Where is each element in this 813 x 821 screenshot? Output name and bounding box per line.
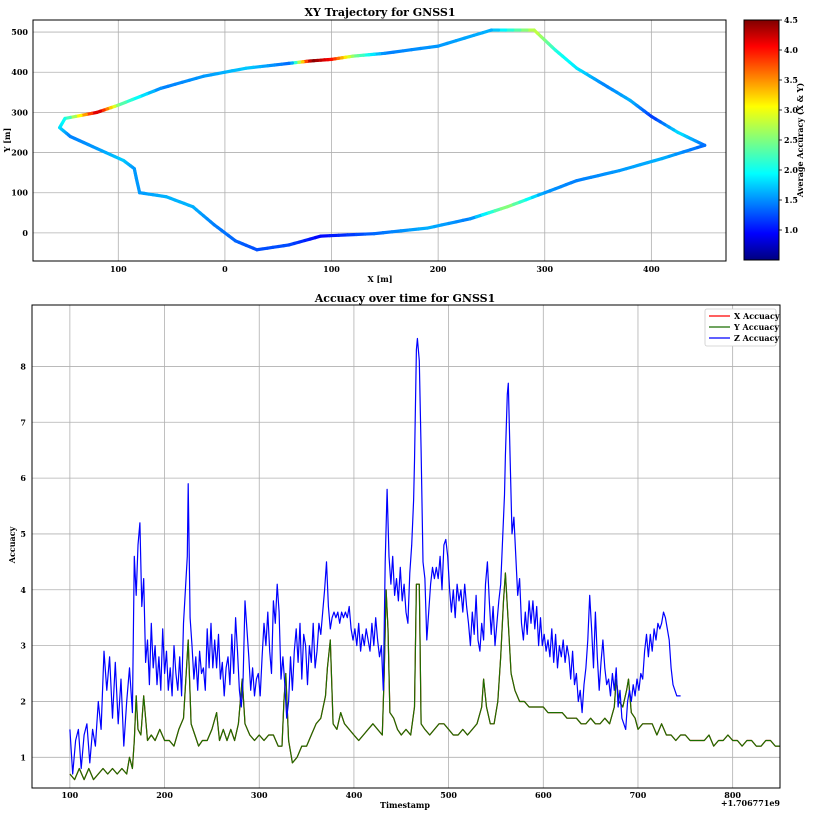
trajectory-x-label: X [m] xyxy=(367,274,392,284)
colorbar-label: Average Accuracy (X & Y) xyxy=(795,83,805,198)
trajectory-y-tick-label: 300 xyxy=(11,107,28,117)
accuracy-y-tick-label: 5 xyxy=(20,529,26,539)
trajectory-title: XY Trajectory for GNSS1 xyxy=(304,6,455,19)
trajectory-plot-frame xyxy=(32,19,727,262)
colorbar-tick-label: 1.5 xyxy=(784,195,798,205)
accuracy-y-tick-label: 7 xyxy=(20,417,26,427)
accuracy-x-tick-label: 100 xyxy=(62,790,79,800)
colorbar: 1.0 1.5 2.0 2.5 3.0 3.5 4.0 4.5 Average Accurac… xyxy=(743,15,805,261)
trajectory-x-tick-label: 400 xyxy=(643,264,660,274)
accuracy-chart: Accuacy over time for GNSS1 100 200 300 400… xyxy=(7,292,781,810)
trajectory-x-tick-label: 100 xyxy=(323,264,340,274)
trajectory-y-tick-label: 100 xyxy=(11,188,28,198)
accuracy-x-tick-label: 400 xyxy=(346,790,363,800)
accuracy-y-tick-label: 2 xyxy=(20,696,26,706)
series-line-z-accuacy xyxy=(69,337,681,775)
trajectory-x-tick-label: 300 xyxy=(536,264,553,274)
legend-label: X Accuacy xyxy=(734,311,780,321)
accuracy-x-tick-label: 600 xyxy=(535,790,552,800)
accuracy-x-label: Timestamp xyxy=(380,800,430,810)
accuracy-y-tick-label: 8 xyxy=(20,361,26,371)
trajectory-segment xyxy=(251,246,259,252)
accuracy-y-tick-label: 4 xyxy=(20,585,26,595)
series-line-y-accuacy xyxy=(69,572,780,781)
accuracy-x-tick-label: 300 xyxy=(251,790,268,800)
accuracy-y-label: Accuacy xyxy=(7,526,17,564)
trajectory-y-label: Y [m] xyxy=(2,128,12,154)
colorbar-tick-label: 2.5 xyxy=(784,135,798,145)
accuracy-x-tick-label: 700 xyxy=(630,790,647,800)
trajectory-y-tick-label: 200 xyxy=(11,148,28,158)
accuracy-x-tick-label: 500 xyxy=(440,790,457,800)
colorbar-tick-label: 4.0 xyxy=(784,45,798,55)
trajectory-y-tick-label: 0 xyxy=(22,228,28,238)
colorbar-tick-label: 4.5 xyxy=(784,15,798,25)
accuracy-plot-frame xyxy=(31,304,781,789)
trajectory-x-tick-label: 100 xyxy=(110,264,127,274)
accuracy-y-tick-label: 3 xyxy=(20,641,26,651)
trajectory-x-tick-label: 0 xyxy=(222,264,228,274)
trajectory-chart: XY Trajectory for GNSS1 100 0 100 200 300 400… xyxy=(2,6,805,284)
accuracy-y-tick-label: 1 xyxy=(20,752,26,762)
accuracy-title: Accuacy over time for GNSS1 xyxy=(314,292,496,305)
colorbar-tick-label: 3.0 xyxy=(784,105,798,115)
colorbar-gradient xyxy=(744,20,779,260)
legend-label: Y Accuacy xyxy=(733,322,779,332)
colorbar-tick-label: 3.5 xyxy=(784,75,798,85)
trajectory-y-tick-label: 400 xyxy=(11,67,28,77)
accuracy-offset-text: +1.706771e9 xyxy=(721,798,781,808)
legend-box xyxy=(704,308,777,347)
trajectory-y-tick-label: 500 xyxy=(11,27,28,37)
colorbar-tick-label: 1.0 xyxy=(784,225,798,235)
accuracy-y-tick-label: 6 xyxy=(20,473,26,483)
accuracy-x-tick-label: 800 xyxy=(724,790,741,800)
colorbar-tick-label: 2.0 xyxy=(784,165,798,175)
trajectory-x-tick-label: 200 xyxy=(430,264,447,274)
legend-label: Z Accuacy xyxy=(734,333,779,343)
accuracy-x-tick-label: 200 xyxy=(156,790,173,800)
